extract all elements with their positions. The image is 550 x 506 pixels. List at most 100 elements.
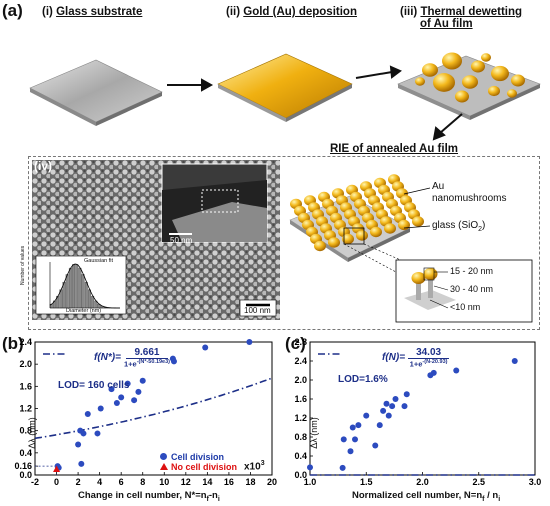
panel-c-tag: (c) (285, 334, 306, 353)
x-tick-label: 3.0 (529, 477, 542, 487)
data-point (355, 422, 362, 429)
nanomushroom-cap (412, 216, 424, 227)
gold-island (507, 89, 517, 98)
step1-label: (i) Glass substrate (42, 6, 143, 18)
hist-title: Gaussian fit (84, 258, 114, 264)
arrow-2 (355, 65, 402, 79)
data-point (84, 411, 91, 418)
x-tick-label: 10 (159, 477, 169, 487)
histogram-bar (81, 274, 85, 309)
ylabel-b: Δλ (nm) (26, 417, 37, 449)
nanomushroom-cap (384, 223, 396, 234)
x-tick-label: 16 (224, 477, 234, 487)
x-tick-label: 12 (181, 477, 191, 487)
data-point (511, 358, 518, 364)
data-point (403, 391, 410, 398)
data-point (97, 405, 104, 412)
ylabel-c: Δλ (nm) (308, 417, 319, 449)
label-nanomushrooms: nanomushrooms (432, 193, 507, 204)
data-point-no-division (53, 465, 61, 472)
label-height: 30 - 40 nm (450, 284, 494, 294)
data-point (124, 380, 131, 387)
data-point (131, 397, 138, 404)
panel-iv-tag: (iv) (34, 159, 52, 173)
gold-island (511, 74, 525, 87)
sem-inset-scalebar-label: 50 nm (170, 236, 193, 245)
data-point (363, 412, 370, 419)
sem-inset (161, 163, 268, 243)
data-point (307, 464, 313, 471)
x-tick-label: 6 (119, 477, 124, 487)
hist-xlabel: Diameter (nm) (66, 308, 102, 314)
sem-image (32, 160, 280, 320)
nanomushroom-cap (356, 230, 368, 241)
data-point (340, 436, 347, 443)
panel-b-tag: (b) (2, 334, 24, 353)
histogram-bar (72, 264, 76, 309)
gold-film-slab (217, 53, 353, 122)
data-point (376, 422, 383, 429)
data-point (392, 396, 399, 402)
x-tick-label: 1.0 (304, 477, 317, 487)
arrow-3 (432, 113, 463, 141)
label-glass: glass (SiO2) (432, 220, 486, 233)
data-point (75, 441, 82, 448)
nanomushroom-cap (370, 226, 382, 238)
sem-scalebar-label: 100 nm (244, 306, 271, 315)
y-tick-label: 1.2 (19, 404, 32, 414)
fit-curve (34, 377, 273, 440)
legend-b: Cell division No cell division (160, 452, 237, 472)
gold-island (442, 52, 462, 70)
nanomushroom-cap (314, 240, 326, 252)
data-point (385, 412, 392, 419)
data-point (113, 399, 120, 406)
gold-island (488, 85, 500, 97)
x-tick-label: 18 (245, 477, 255, 487)
data-point (453, 367, 460, 374)
xlabel-b: Change in cell number, N*=nf-ni (78, 490, 220, 503)
nanomushroom-cap (398, 219, 410, 231)
formula-b: f(N*)= 9.661 1+e-(N*-50.19e3) (94, 347, 171, 369)
gold-island (415, 77, 425, 86)
data-point (401, 403, 408, 410)
x-tick-label: 1.5 (360, 477, 373, 487)
histogram-bar (88, 289, 91, 309)
x-tick-label: 2.0 (416, 477, 429, 487)
chart-c: 1.0 1.5 2.0 2.5 3.0 0.0 0.4 0.8 1.2 1.6 2.0 2.4 2.8 (294, 337, 542, 487)
y-tick-label: 2.0 (294, 375, 307, 385)
x-tick-label: 0 (54, 477, 59, 487)
histogram-bar (68, 267, 72, 309)
chart-b: -2 0 2 4 6 8 10 12 14 16 18 20 0.00.16 0.4 0.8 1.2 1.6 2.… (14, 337, 277, 487)
lod-b: LOD= 160 cells (58, 380, 130, 391)
x-tick-label: -2 (31, 477, 39, 487)
x-tick-label: 14 (202, 477, 212, 487)
panel-a-tag: (a) (2, 1, 23, 20)
data-point (380, 407, 387, 414)
gold-island (471, 60, 485, 73)
nanomushroom-cap (342, 233, 354, 245)
arrow-1 (167, 78, 214, 92)
y-tick-label: 0.8 (294, 432, 307, 442)
y-tick-label: 2.0 (19, 359, 32, 369)
data-point (78, 460, 85, 467)
data-point (349, 424, 356, 431)
y-tick-label: 2.4 (19, 337, 32, 347)
x-tick-label: 20 (267, 477, 277, 487)
x-tick-label: 2 (76, 477, 81, 487)
step3-label: (iii) Thermal dewetting of Au film (400, 6, 523, 30)
data-point (170, 358, 177, 365)
data-point (118, 394, 125, 401)
legend-marker-no-division (160, 463, 168, 470)
gold-island (433, 73, 455, 92)
gold-island (462, 75, 478, 89)
data-point (339, 464, 346, 471)
y-tick-label: 0.0 (294, 470, 307, 480)
panel-iv-frame (28, 156, 540, 330)
y-tick-label: 1.2 (294, 413, 307, 423)
y-tick-label: 0.8 (19, 426, 32, 436)
nanomushroom-cap (328, 237, 340, 248)
y-tick-label: 2.4 (294, 356, 307, 366)
x-tick-label: 8 (140, 477, 145, 487)
data-point (383, 400, 390, 407)
x-tick-label: 4 (97, 477, 102, 487)
